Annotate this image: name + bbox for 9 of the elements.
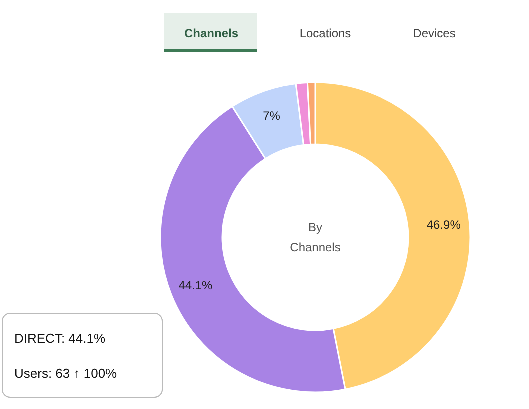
data-label: 7% [263, 109, 281, 124]
data-label: 46.9% [426, 218, 462, 232]
text: By Channels [290, 220, 341, 254]
text: DIRECT: 44.1% [14, 331, 106, 346]
text: Channels [184, 26, 239, 40]
data-label: 44.1% [178, 278, 214, 292]
text: Devices [413, 26, 456, 40]
text: Users: 63 ↑ 100% [14, 366, 118, 381]
text: Locations [300, 26, 352, 40]
